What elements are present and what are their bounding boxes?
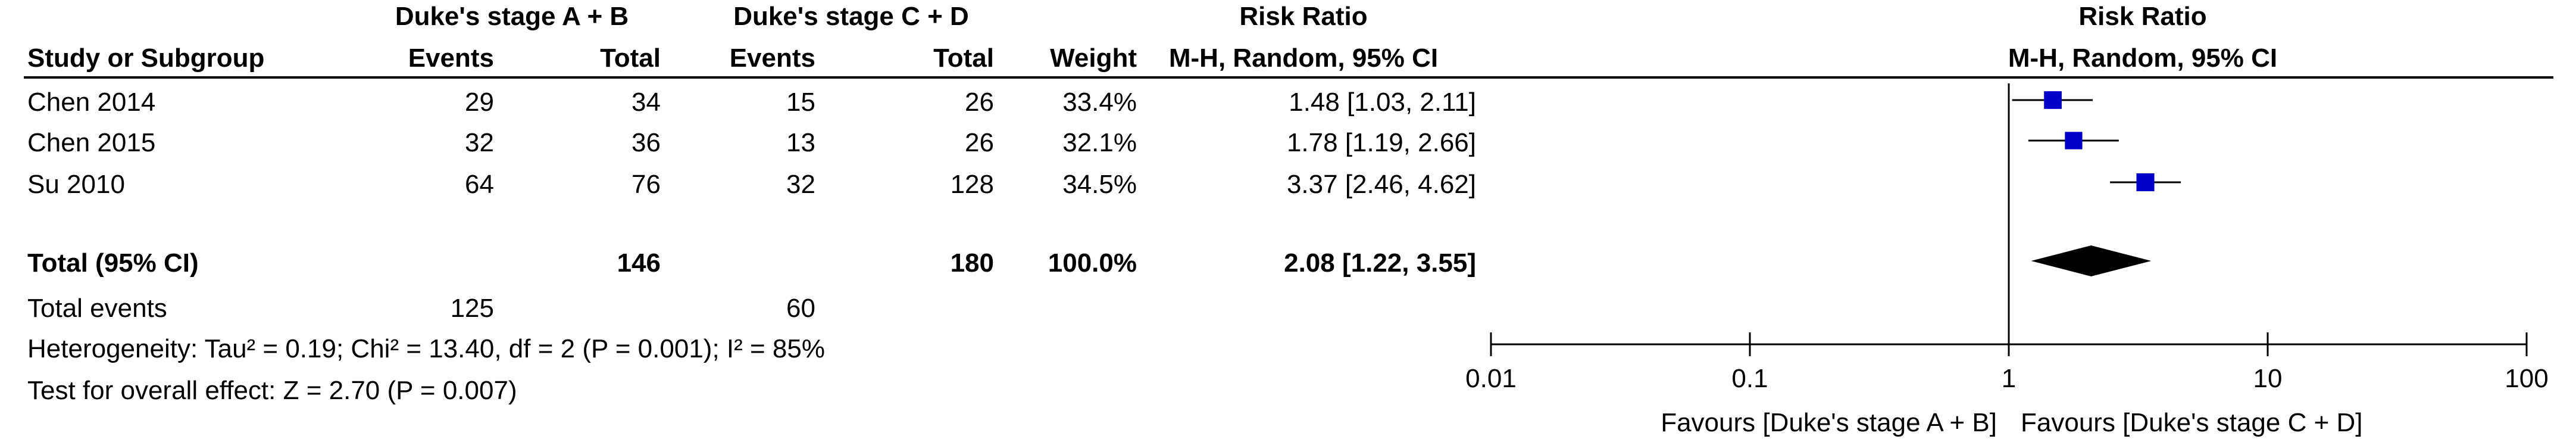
col-study-header: Study or Subgroup <box>27 43 265 73</box>
total-events2: 60 <box>786 294 815 323</box>
total1-value: 76 <box>632 170 661 199</box>
study-name: Chen 2014 <box>27 88 156 117</box>
group2-header: Duke's stage C + D <box>733 2 969 31</box>
col-method-header: M-H, Random, 95% CI <box>1168 43 1439 73</box>
favours-right-label: Favours [Duke's stage C + D] <box>2021 408 2363 437</box>
x-tick-label: 0.01 <box>1465 364 1517 393</box>
col-total2-header: Total <box>933 43 994 73</box>
col-events2-header: Events <box>729 43 815 73</box>
total2-value: 26 <box>965 88 994 117</box>
events2-value: 32 <box>786 170 815 199</box>
ci-value: 1.48 [1.03, 2.11] <box>1289 88 1476 117</box>
weight-value: 33.4% <box>1062 88 1137 117</box>
study-point-marker <box>2044 91 2062 109</box>
study-point-marker <box>2065 132 2083 150</box>
plot-method-header: M-H, Random, 95% CI <box>2008 43 2278 73</box>
pooled-diamond <box>2031 245 2152 276</box>
col-total1-header: Total <box>600 43 661 73</box>
ci-value: 3.37 [2.46, 4.62] <box>1286 170 1476 199</box>
total2-sum: 180 <box>950 248 994 278</box>
total1-value: 34 <box>632 88 661 117</box>
study-name: Chen 2015 <box>27 128 156 157</box>
favours-left-label: Favours [Duke's stage A + B] <box>1661 408 1997 437</box>
events1-value: 29 <box>465 88 494 117</box>
total-weight: 100.0% <box>1048 248 1137 278</box>
total2-value: 26 <box>965 128 994 157</box>
col-events1-header: Events <box>408 43 494 73</box>
heterogeneity-text: Heterogeneity: Tau² = 0.19; Chi² = 13.40… <box>27 334 825 363</box>
weight-value: 34.5% <box>1062 170 1137 199</box>
events2-value: 13 <box>786 128 815 157</box>
total-ci: 2.08 [1.22, 3.55] <box>1284 248 1476 278</box>
study-point-marker <box>2136 173 2155 192</box>
risk-ratio-header: Risk Ratio <box>1239 2 1368 31</box>
events1-value: 64 <box>465 170 494 199</box>
col-weight-header: Weight <box>1050 43 1137 73</box>
total-events-label: Total events <box>27 294 167 323</box>
x-tick-label: 0.1 <box>1731 364 1768 393</box>
x-tick-label: 1 <box>2002 364 2016 393</box>
total2-value: 128 <box>950 170 994 199</box>
total1-sum: 146 <box>617 248 661 278</box>
header-divider <box>24 76 2553 79</box>
total1-value: 36 <box>632 128 661 157</box>
weight-value: 32.1% <box>1062 128 1137 157</box>
events1-value: 32 <box>465 128 494 157</box>
ci-value: 1.78 [1.19, 2.66] <box>1286 128 1476 157</box>
overall-effect-text: Test for overall effect: Z = 2.70 (P = 0… <box>27 376 517 405</box>
plot-title: Risk Ratio <box>2078 2 2207 31</box>
total-events1: 125 <box>450 294 494 323</box>
total-label: Total (95% CI) <box>27 248 199 278</box>
study-name: Su 2010 <box>27 170 125 199</box>
group1-header: Duke's stage A + B <box>395 2 629 31</box>
events2-value: 15 <box>786 88 815 117</box>
x-tick-label: 100 <box>2505 364 2548 393</box>
x-tick-label: 10 <box>2253 364 2283 393</box>
